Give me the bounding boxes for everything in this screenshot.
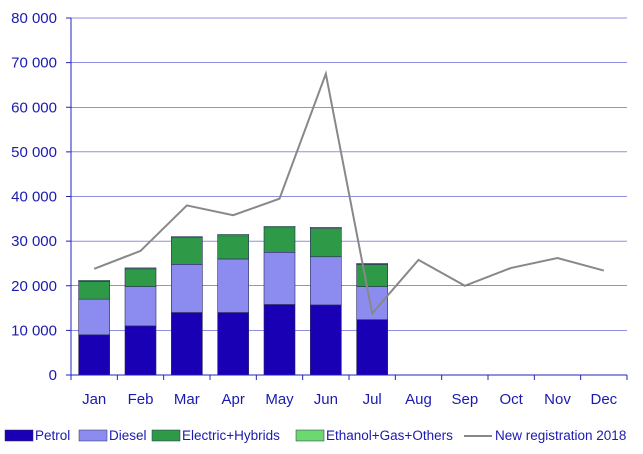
- bar-segment-electric-hybrids: [171, 237, 203, 265]
- x-tick-label: Feb: [128, 391, 154, 408]
- bar-segment-electric-hybrids: [78, 280, 110, 300]
- bar-segment-electric-hybrids: [124, 268, 157, 287]
- bar-segment-electric-hybrids: [217, 235, 249, 260]
- y-tick-label: 60 000: [11, 99, 57, 116]
- legend-label-ethanol-gas-others: Ethanol+Gas+Others: [326, 428, 453, 443]
- x-tick-label: Aug: [405, 391, 432, 408]
- bar-segment-petrol: [356, 319, 388, 376]
- y-tick-label: 10 000: [11, 322, 57, 339]
- y-tick-label: 50 000: [11, 144, 57, 161]
- y-tick-label: 40 000: [11, 189, 57, 206]
- x-tick-label: Mar: [174, 391, 200, 408]
- bar-segment-ethanol-gas-others: [310, 226, 342, 229]
- bar-segment-ethanol-gas-others: [124, 267, 157, 270]
- legend-label-electric-hybrids: Electric+Hybrids: [182, 428, 280, 443]
- bar-segment-petrol: [310, 304, 342, 376]
- y-tick-label: 20 000: [11, 278, 57, 295]
- bar-segment-diesel: [310, 256, 342, 306]
- x-tick-label: Oct: [499, 391, 523, 408]
- bar-segment-diesel: [263, 251, 296, 305]
- bar-segment-ethanol-gas-others: [171, 236, 203, 238]
- y-tick-label: 80 000: [11, 10, 57, 27]
- bar-segment-petrol: [124, 325, 157, 376]
- bar-segment-ethanol-gas-others: [78, 280, 110, 282]
- bar-segment-ethanol-gas-others: [217, 234, 249, 237]
- y-tick-label: 0: [49, 367, 57, 384]
- line-series: [93, 70, 605, 316]
- legend-label-petrol: Petrol: [35, 428, 70, 443]
- legend-label-new-registration-2018: New registration 2018: [495, 428, 626, 443]
- bar-segment-diesel: [171, 264, 203, 313]
- y-tick-label: 30 000: [11, 233, 57, 250]
- legend-swatch-electric-hybrids: [151, 429, 181, 442]
- bar-segment-petrol: [78, 334, 110, 376]
- bar-segment-diesel: [78, 298, 110, 336]
- legend-swatch-diesel: [78, 429, 108, 442]
- x-tick-labels: Jan Feb Mar Apr May Jun Jul Aug Sep Oct Nov Dec: [82, 391, 618, 408]
- bar-segment-electric-hybrids: [310, 228, 342, 258]
- x-tick-label: May: [265, 391, 294, 408]
- legend-label-diesel: Diesel: [109, 428, 147, 443]
- y-tick-labels: 0 10 000 20 000 30 000 40 000 50 000 60 000 70 …: [11, 10, 57, 384]
- bar-segment-ethanol-gas-others: [356, 263, 388, 265]
- axes: [66, 17, 628, 380]
- bar-segment-petrol: [217, 312, 249, 376]
- y-tick-label: 70 000: [11, 55, 57, 72]
- stacked-bars: [78, 226, 388, 376]
- line-new-registration-2018: [93, 70, 605, 316]
- legend-swatch-ethanol-gas-others: [295, 429, 325, 442]
- bar-segment-diesel: [124, 286, 157, 327]
- bar-segment-electric-hybrids: [356, 264, 388, 287]
- x-tick-label: Apr: [221, 391, 244, 408]
- legend: Petrol Diesel Electric+Hybrids Ethanol+Gas+…: [4, 428, 626, 443]
- x-tick-label: Dec: [590, 391, 617, 408]
- x-tick-label: Jun: [314, 391, 338, 408]
- gridlines: [71, 17, 627, 331]
- bar-segment-electric-hybrids: [263, 227, 296, 253]
- legend-swatch-petrol: [4, 429, 34, 442]
- x-tick-label: Jan: [82, 391, 106, 408]
- x-tick-label: Nov: [544, 391, 571, 408]
- bar-segment-petrol: [171, 312, 203, 376]
- x-tick-label: Sep: [451, 391, 478, 408]
- bar-segment-petrol: [263, 304, 296, 376]
- bar-segment-diesel: [217, 258, 249, 313]
- bar-segment-ethanol-gas-others: [263, 226, 296, 229]
- x-tick-label: Jul: [363, 391, 382, 408]
